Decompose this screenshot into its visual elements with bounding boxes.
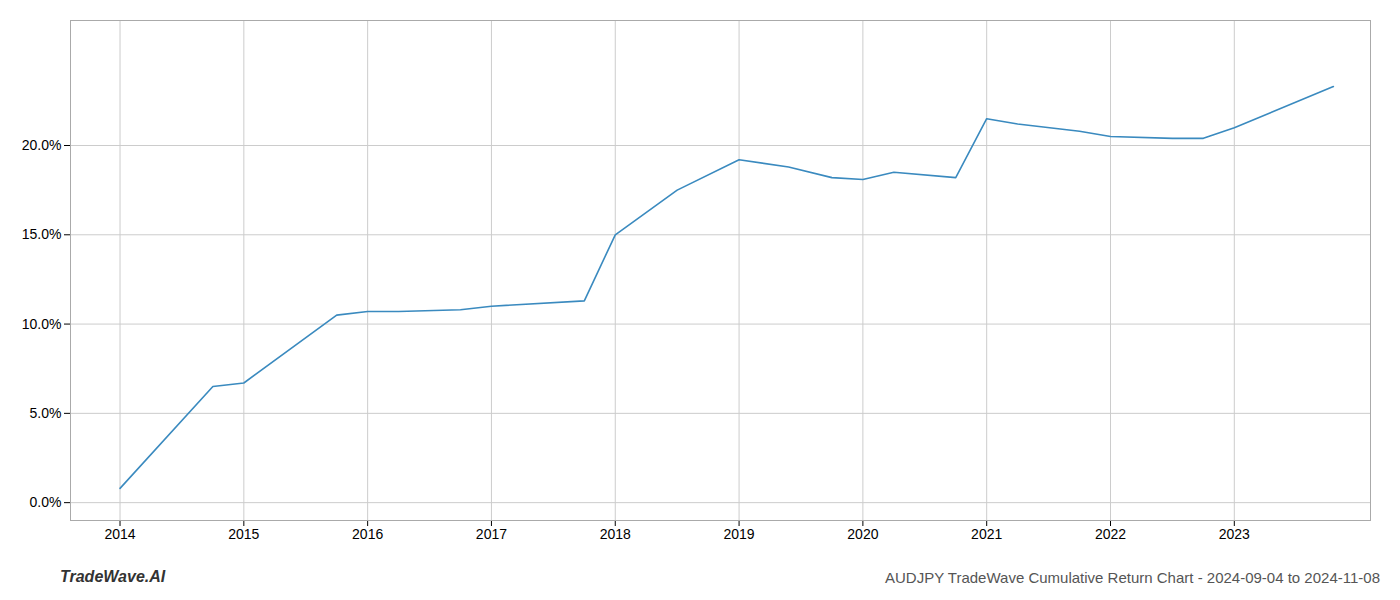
svg-text:2018: 2018 [600, 526, 631, 542]
svg-text:20.0%: 20.0% [22, 137, 62, 153]
svg-text:2023: 2023 [1219, 526, 1250, 542]
svg-text:5.0%: 5.0% [30, 405, 62, 421]
svg-text:2021: 2021 [971, 526, 1002, 542]
svg-text:2014: 2014 [104, 526, 135, 542]
svg-text:2015: 2015 [228, 526, 259, 542]
svg-text:10.0%: 10.0% [22, 316, 62, 332]
svg-text:2020: 2020 [847, 526, 878, 542]
svg-text:2019: 2019 [723, 526, 754, 542]
svg-text:15.0%: 15.0% [22, 226, 62, 242]
svg-text:2022: 2022 [1095, 526, 1126, 542]
svg-text:2016: 2016 [352, 526, 383, 542]
html-text:TradeWave.AI: TradeWave.AI [60, 568, 166, 585]
html-text:AUDJPY TradeWave Cumulative Re: AUDJPY TradeWave Cumulative Return Chart… [885, 568, 1380, 586]
svg-text:2017: 2017 [476, 526, 507, 542]
svg-text:0.0%: 0.0% [30, 494, 62, 510]
